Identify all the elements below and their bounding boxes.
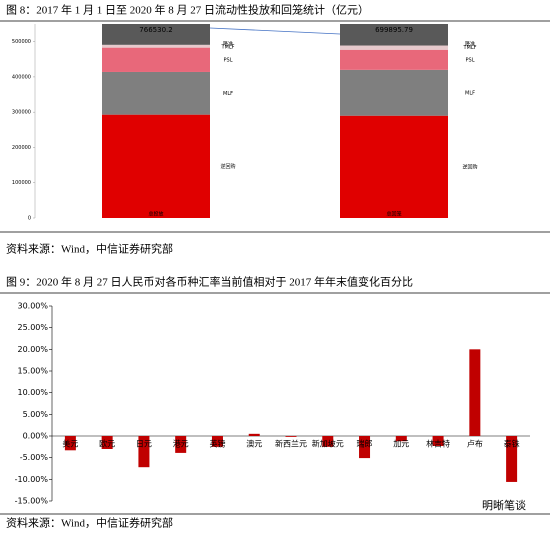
bar-segment [102,114,210,218]
segment-label: TMLF [220,45,234,51]
total-label: 766530.2 [139,26,172,34]
segment-label: MLF [223,91,233,97]
segment-label: 降准 [223,41,233,48]
y-tick-label: 20.00% [17,345,48,354]
bars [102,24,448,218]
y-tick-label: 400000 [12,74,31,80]
bar [506,436,518,482]
y-tick-label: 15.00% [17,367,48,376]
bar-segment [340,69,448,116]
x-tick-label: 瑞郎 [357,439,373,449]
bar-segment [102,47,210,72]
y-tick-label: 200000 [12,145,31,151]
y-tick-label: -10.00% [15,475,49,484]
segment-label: 降准 [465,41,475,48]
x-tick-label: 新西兰元 [275,439,307,449]
bar [469,349,481,436]
total-connector [209,27,341,35]
bar [175,436,187,453]
bar-segment [340,115,448,218]
x-tick-label: 泰铢 [504,439,520,449]
bar [101,436,113,449]
y-tick-label: -15.00% [15,497,49,506]
total-label: 699895.79 [375,26,413,34]
figure-caption: 图 9：2020 年 8 月 27 日人民币对各币种汇率当前值相对于 2017 … [6,275,413,289]
y-tick-label: -5.00% [20,453,49,462]
bar [64,436,76,451]
segment-label: MLF [465,90,475,96]
x-tick-label: 澳元 [246,439,262,449]
x-tick-label: 加元 [393,439,409,449]
x-tick-label: 总回笼 [386,211,401,218]
segment-label: 逆回购 [462,163,477,170]
bar [138,436,150,468]
bar-segment [102,44,210,48]
x-tick-label: 港元 [173,439,189,449]
bar-segment [102,71,210,115]
y-tick-label: 5.00% [23,410,49,419]
y-tick-label: 500000 [12,39,31,45]
x-tick-label: 美元 [62,439,78,449]
bar [211,436,223,447]
watermark: 明晰笔谈 [482,498,526,512]
segment-label: TMLF [462,45,476,51]
x-tick-label: 林吉特 [426,439,450,449]
bar-segment [102,24,210,45]
bar [322,436,334,447]
bar-segment [340,24,448,46]
bar-segment [340,49,448,70]
bar [432,436,444,446]
y-tick-label: 25.00% [17,323,48,332]
segment-label: PSL [466,57,475,63]
source: 资料来源：Wind，中信证券研究部 [6,516,173,530]
segment-label: 逆回购 [220,163,235,170]
y-tick-label: 300000 [12,110,31,116]
bar [285,436,297,437]
x-tick-label: 欧元 [99,439,115,449]
x-tick-label: 卢布 [467,439,483,449]
x-tick-label: 英镑 [209,439,225,449]
y-tick-label: 10.00% [17,388,48,397]
segment-label: PSL [224,57,233,63]
bar [248,433,260,436]
bar [395,436,407,442]
y-tick-label: 0.00% [23,432,49,441]
bar [359,436,371,459]
x-tick-label: 日元 [136,440,152,449]
x-tick-label: 总投放 [148,211,163,218]
figure-caption: 图 8：2017 年 1 月 1 日至 2020 年 8 月 27 日流动性投放… [6,3,369,17]
y-tick-label: 30.00% [17,302,48,311]
source: 资料来源：Wind，中信证券研究部 [6,242,173,256]
bar-segment [340,45,448,50]
y-tick-label: 0 [28,216,31,222]
x-tick-label: 新加坡元 [312,439,344,449]
y-tick-label: 100000 [12,180,31,186]
